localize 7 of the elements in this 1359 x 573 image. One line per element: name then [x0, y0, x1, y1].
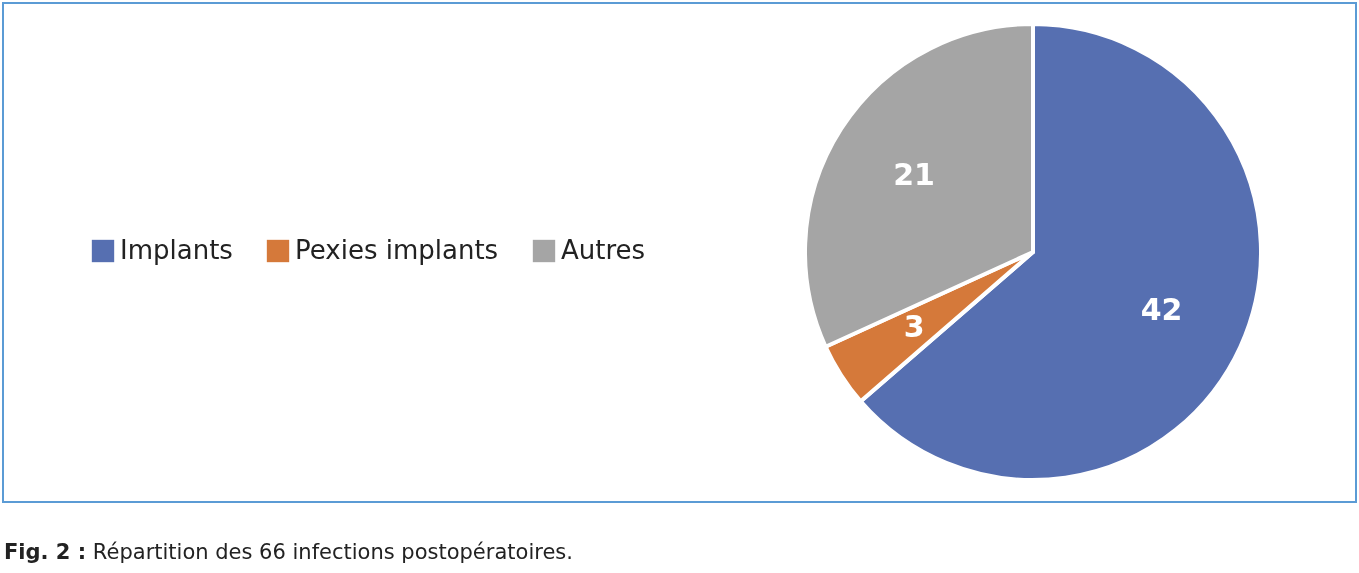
- caption: Fig. 2 : Répartition des 66 infections postopératoires.: [4, 540, 573, 564]
- data-label: 21: [893, 156, 935, 192]
- data-label: 3: [903, 309, 925, 345]
- legend-label: Implants: [120, 235, 233, 265]
- data-label: 42: [1140, 291, 1183, 327]
- legend-label: Pexies implants: [295, 235, 499, 265]
- legend-label: Autres: [561, 235, 646, 265]
